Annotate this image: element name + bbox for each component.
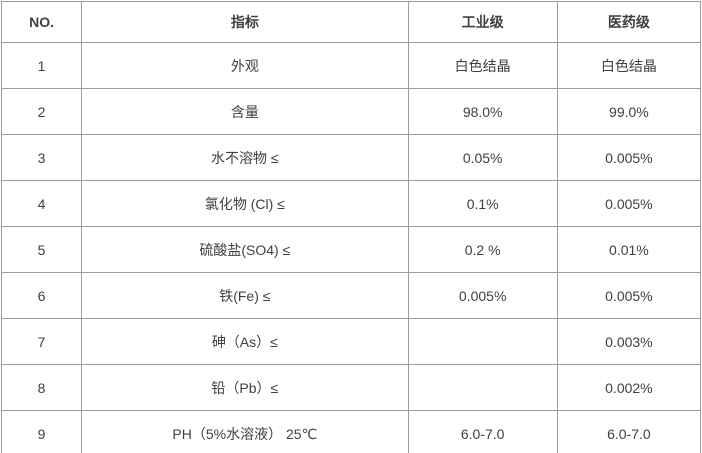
table-row: 3 水不溶物 ≤ 0.05% 0.005% <box>0 134 702 181</box>
cell-industrial: 0.005% <box>407 272 558 319</box>
table-row: 5 硫酸盐(SO4) ≤ 0.2 % 0.01% <box>0 226 702 273</box>
cell-indicator: 外观 <box>81 42 409 89</box>
header-row: NO. 指标 工业级 医药级 <box>0 1 702 43</box>
cell-pharma: 0.002% <box>556 364 702 411</box>
col-header-no: NO. <box>0 1 83 43</box>
cell-industrial: 0.1% <box>407 180 558 227</box>
table-row: 1 外观 白色结晶 白色结晶 <box>0 42 702 89</box>
cell-indicator: 铅（Pb）≤ <box>81 364 409 411</box>
cell-pharma: 6.0-7.0 <box>556 410 702 453</box>
cell-industrial <box>407 364 558 411</box>
table-row: 4 氯化物 (Cl) ≤ 0.1% 0.005% <box>0 180 702 227</box>
cell-indicator: 氯化物 (Cl) ≤ <box>81 180 409 227</box>
cell-indicator: 铁(Fe) ≤ <box>81 272 409 319</box>
table-row: 8 铅（Pb）≤ 0.002% <box>0 364 702 411</box>
cell-industrial: 0.05% <box>407 134 558 181</box>
cell-no: 8 <box>0 364 83 411</box>
cell-pharma: 0.005% <box>556 134 702 181</box>
cell-pharma: 0.01% <box>556 226 702 273</box>
cell-indicator: 水不溶物 ≤ <box>81 134 409 181</box>
cell-pharma: 白色结晶 <box>556 42 702 89</box>
table-body: 1 外观 白色结晶 白色结晶 2 含量 98.0% 99.0% 3 水不溶物 ≤… <box>0 42 702 453</box>
cell-industrial: 6.0-7.0 <box>407 410 558 453</box>
cell-industrial: 白色结晶 <box>407 42 558 89</box>
cell-indicator: 含量 <box>81 88 409 135</box>
cell-pharma: 99.0% <box>556 88 702 135</box>
cell-no: 5 <box>0 226 83 273</box>
cell-pharma: 0.005% <box>556 180 702 227</box>
cell-no: 9 <box>0 410 83 453</box>
cell-no: 1 <box>0 42 83 89</box>
cell-indicator: 硫酸盐(SO4) ≤ <box>81 226 409 273</box>
table-row: 2 含量 98.0% 99.0% <box>0 88 702 135</box>
cell-industrial: 0.2 % <box>407 226 558 273</box>
cell-no: 4 <box>0 180 83 227</box>
col-header-indicator: 指标 <box>81 1 409 43</box>
cell-indicator: PH（5%水溶液） 25℃ <box>81 410 409 453</box>
cell-no: 3 <box>0 134 83 181</box>
cell-no: 2 <box>0 88 83 135</box>
cell-no: 6 <box>0 272 83 319</box>
cell-industrial: 98.0% <box>407 88 558 135</box>
cell-pharma: 0.005% <box>556 272 702 319</box>
col-header-industrial: 工业级 <box>407 1 558 43</box>
table-row: 7 砷（As）≤ 0.003% <box>0 318 702 365</box>
table-row: 6 铁(Fe) ≤ 0.005% 0.005% <box>0 272 702 319</box>
cell-no: 7 <box>0 318 83 365</box>
cell-pharma: 0.003% <box>556 318 702 365</box>
table-row: 9 PH（5%水溶液） 25℃ 6.0-7.0 6.0-7.0 <box>0 410 702 453</box>
cell-indicator: 砷（As）≤ <box>81 318 409 365</box>
cell-industrial <box>407 318 558 365</box>
col-header-pharma: 医药级 <box>556 1 702 43</box>
